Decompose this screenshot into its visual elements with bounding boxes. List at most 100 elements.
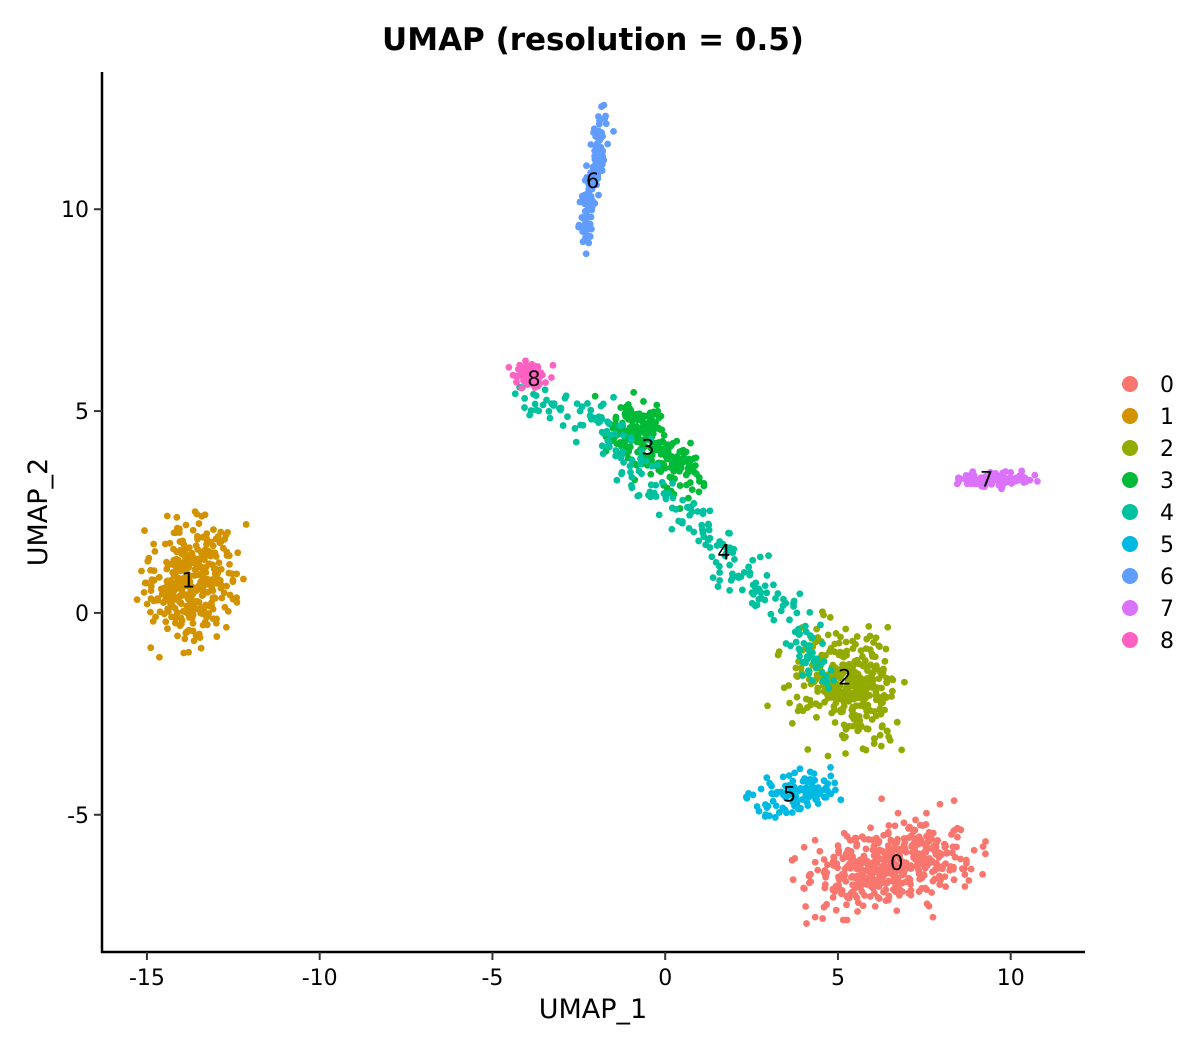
point-cluster-8 <box>522 357 529 365</box>
point-cluster-8 <box>505 363 513 371</box>
point-cluster-1 <box>140 588 148 596</box>
point-cluster-0 <box>811 858 819 866</box>
point-cluster-4 <box>746 571 754 579</box>
point-cluster-2 <box>840 688 848 696</box>
point-cluster-4 <box>745 563 753 571</box>
point-cluster-0 <box>840 829 848 837</box>
point-cluster-0 <box>870 862 878 870</box>
point-cluster-0 <box>954 833 961 841</box>
point-cluster-2 <box>824 631 832 639</box>
point-cluster-4 <box>808 677 816 684</box>
point-cluster-0 <box>870 889 878 897</box>
point-cluster-2 <box>871 735 879 743</box>
point-cluster-2 <box>843 683 851 691</box>
point-cluster-0 <box>911 826 919 834</box>
point-cluster-1 <box>222 623 230 631</box>
point-cluster-0 <box>838 874 846 882</box>
cluster-label-3: 3 <box>641 435 654 459</box>
point-cluster-4 <box>626 462 634 470</box>
point-cluster-4 <box>647 435 655 443</box>
point-cluster-2 <box>878 684 885 692</box>
point-cluster-2 <box>893 718 901 726</box>
point-cluster-2 <box>852 640 859 648</box>
point-cluster-2 <box>839 664 846 672</box>
point-cluster-0 <box>803 920 810 927</box>
point-cluster-4 <box>610 393 617 401</box>
point-cluster-1 <box>197 609 205 617</box>
point-cluster-4 <box>694 508 702 515</box>
point-cluster-1 <box>212 553 220 560</box>
point-cluster-3 <box>660 431 668 439</box>
point-cluster-2 <box>843 647 851 655</box>
point-cluster-5 <box>821 793 828 801</box>
point-cluster-0 <box>861 892 868 899</box>
point-cluster-6 <box>597 130 605 137</box>
point-cluster-2 <box>842 638 850 646</box>
point-cluster-2 <box>863 712 870 720</box>
point-cluster-8 <box>548 374 555 381</box>
point-cluster-1 <box>184 628 191 636</box>
point-cluster-4 <box>825 684 832 692</box>
point-cluster-4 <box>599 400 607 408</box>
point-cluster-5 <box>785 791 793 799</box>
point-cluster-4 <box>557 406 564 414</box>
point-cluster-1 <box>178 585 186 593</box>
point-cluster-0 <box>933 859 940 867</box>
point-cluster-0 <box>862 845 870 853</box>
point-cluster-2 <box>877 742 885 750</box>
point-cluster-2 <box>792 664 800 672</box>
point-cluster-4 <box>787 642 794 650</box>
point-cluster-0 <box>929 868 936 876</box>
point-cluster-2 <box>865 622 873 630</box>
point-cluster-3 <box>649 443 657 450</box>
point-cluster-5 <box>806 768 814 776</box>
point-cluster-1 <box>173 524 181 532</box>
point-cluster-4 <box>577 421 584 429</box>
point-cluster-1 <box>177 599 185 607</box>
point-cluster-4 <box>550 400 558 408</box>
point-cluster-2 <box>797 664 805 672</box>
point-cluster-0 <box>893 907 901 915</box>
point-cluster-1 <box>200 575 208 583</box>
point-cluster-4 <box>521 395 529 402</box>
point-cluster-0 <box>882 880 890 887</box>
point-cluster-0 <box>884 830 892 838</box>
point-cluster-0 <box>893 846 901 854</box>
point-cluster-1 <box>214 533 222 540</box>
point-cluster-2 <box>863 725 871 733</box>
point-cluster-3 <box>630 388 638 396</box>
point-cluster-0 <box>950 797 958 805</box>
point-cluster-0 <box>882 886 890 894</box>
point-cluster-0 <box>876 880 883 888</box>
legend-label-2: 2 <box>1160 437 1174 462</box>
point-cluster-4 <box>592 416 600 424</box>
point-cluster-4 <box>650 489 658 497</box>
point-cluster-7 <box>986 468 994 476</box>
point-cluster-3 <box>634 410 642 418</box>
point-cluster-0 <box>916 850 923 858</box>
point-cluster-2 <box>857 647 865 655</box>
point-cluster-1 <box>190 637 198 645</box>
point-cluster-0 <box>829 885 837 893</box>
point-cluster-4 <box>749 556 757 564</box>
point-cluster-6 <box>578 192 586 200</box>
point-cluster-1 <box>170 545 177 553</box>
point-cluster-4 <box>795 631 803 639</box>
legend-label-0: 0 <box>1160 373 1174 398</box>
point-cluster-1 <box>195 571 203 579</box>
point-cluster-4 <box>613 476 621 484</box>
point-cluster-2 <box>813 673 821 681</box>
point-cluster-4 <box>571 425 579 432</box>
legend-label-8: 8 <box>1160 629 1174 654</box>
point-cluster-0 <box>883 864 891 872</box>
point-cluster-2 <box>842 725 850 733</box>
point-cluster-4 <box>748 589 756 596</box>
point-cluster-4 <box>564 413 571 421</box>
point-cluster-4 <box>706 534 714 542</box>
legend-key-6 <box>1122 568 1138 584</box>
point-cluster-4 <box>634 492 642 500</box>
legend-key-2 <box>1122 440 1138 456</box>
point-cluster-6 <box>604 140 612 148</box>
point-cluster-5 <box>742 793 750 801</box>
point-cluster-0 <box>961 883 969 890</box>
